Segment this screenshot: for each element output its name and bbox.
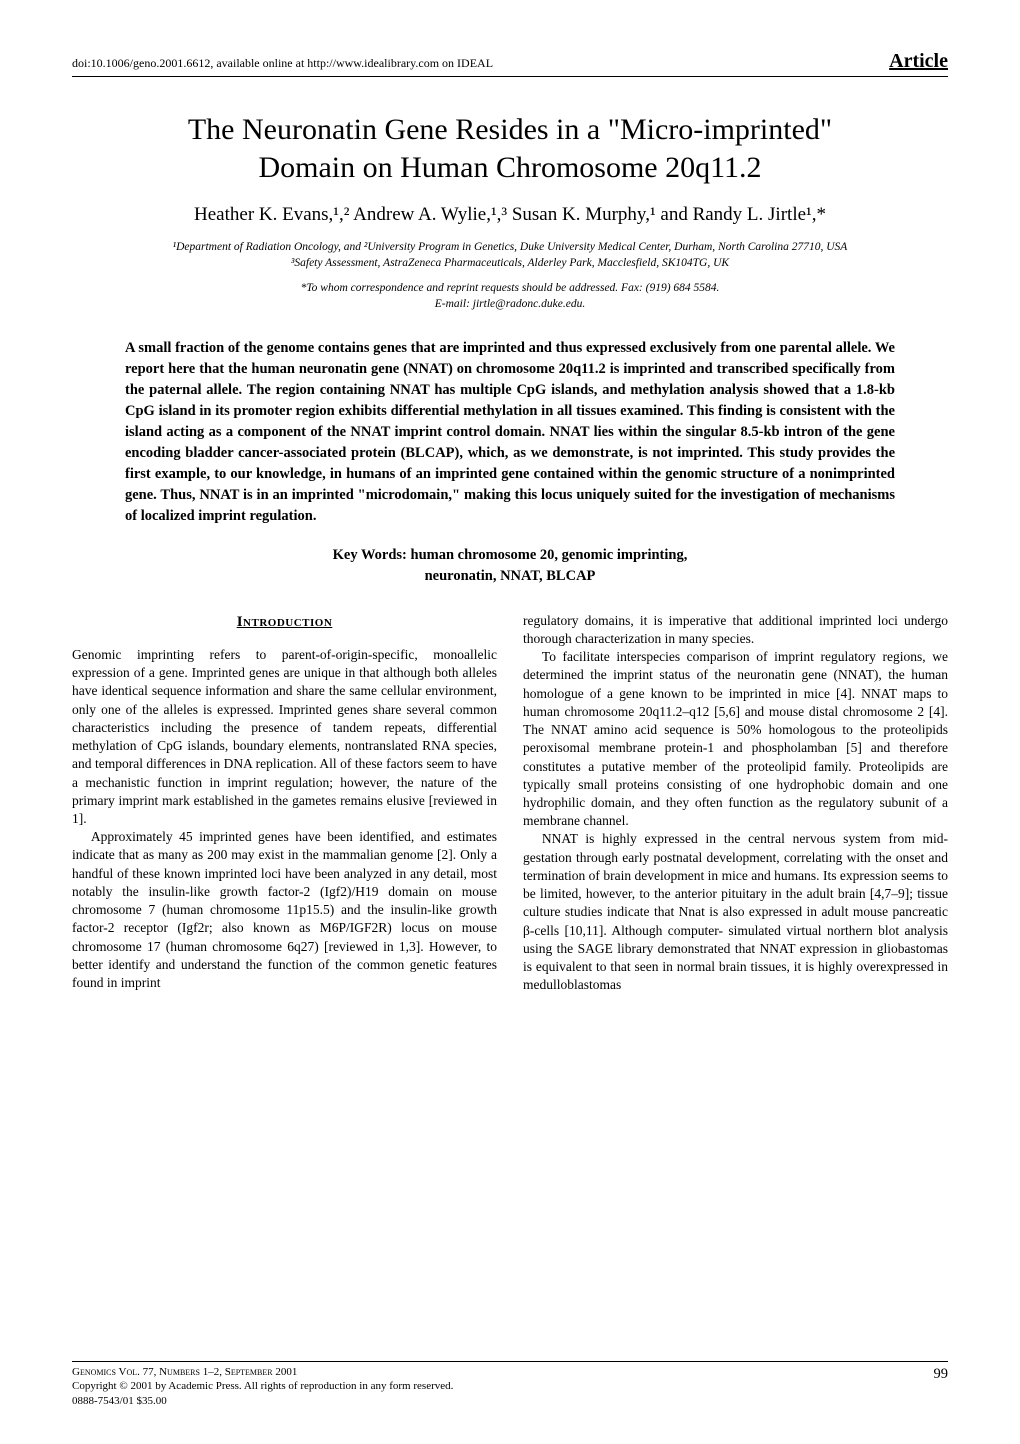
footer-code: 0888-7543/01 $35.00 [72,1394,453,1408]
page: doi:10.1006/geno.2001.6612, available on… [0,0,1020,1034]
body-paragraph: To facilitate interspecies comparison of… [523,648,948,830]
footer-left: Genomics Vol. 77, Numbers 1–2, September… [72,1365,453,1408]
corr-line-2: E-mail: jirtle@radonc.duke.edu. [435,298,585,310]
correspondence: *To whom correspondence and reprint requ… [72,281,948,312]
header-bar: doi:10.1006/geno.2001.6612, available on… [72,50,948,77]
body-paragraph: Genomic imprinting refers to parent-of-o… [72,646,497,828]
keywords: Key Words: human chromosome 20, genomic … [72,545,948,586]
affil-line-2: ³Safety Assessment, AstraZeneca Pharmace… [291,257,729,269]
footer-issue-text: Genomics Vol. 77, Numbers 1–2, September… [72,1366,297,1378]
section-heading-introduction: Introduction [72,612,497,632]
body-paragraph: Approximately 45 imprinted genes have be… [72,828,497,992]
footer: Genomics Vol. 77, Numbers 1–2, September… [72,1361,948,1408]
body-paragraph: regulatory domains, it is imperative tha… [523,612,948,648]
title-block: The Neuronatin Gene Resides in a "Micro-… [72,111,948,312]
abstract: A small fraction of the genome contains … [125,338,895,527]
body-columns: Introduction Genomic imprinting refers t… [72,612,948,995]
authors: Heather K. Evans,¹,² Andrew A. Wylie,¹,³… [72,204,948,226]
keywords-line-1: Key Words: human chromosome 20, genomic … [333,547,688,563]
footer-issue: Genomics Vol. 77, Numbers 1–2, September… [72,1365,453,1379]
left-column: Introduction Genomic imprinting refers t… [72,612,497,995]
footer-copyright: Copyright © 2001 by Academic Press. All … [72,1379,453,1393]
corr-line-1: *To whom correspondence and reprint requ… [301,282,720,294]
affil-line-1: ¹Department of Radiation Oncology, and ²… [173,241,848,253]
doi-text: doi:10.1006/geno.2001.6612, available on… [72,56,493,71]
article-title: The Neuronatin Gene Resides in a "Micro-… [72,111,948,186]
article-label: Article [889,50,948,73]
right-column: regulatory domains, it is imperative tha… [523,612,948,995]
keywords-line-2: neuronatin, NNAT, BLCAP [425,568,596,584]
affiliations: ¹Department of Radiation Oncology, and ²… [72,240,948,271]
title-line-2: Domain on Human Chromosome 20q11.2 [258,151,761,184]
body-paragraph: NNAT is highly expressed in the central … [523,830,948,994]
page-number: 99 [934,1365,949,1384]
title-line-1: The Neuronatin Gene Resides in a "Micro-… [188,113,832,146]
